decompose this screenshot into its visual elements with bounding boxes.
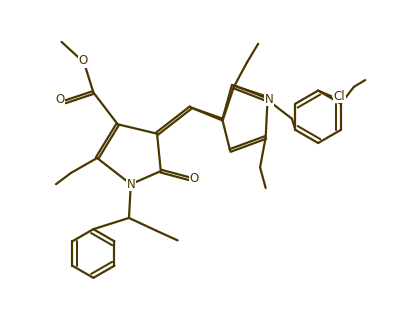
- Text: N: N: [265, 93, 274, 106]
- Text: O: O: [189, 172, 199, 185]
- Text: O: O: [79, 54, 88, 67]
- Text: O: O: [55, 94, 64, 106]
- Text: N: N: [126, 178, 135, 191]
- Text: Cl: Cl: [334, 90, 345, 103]
